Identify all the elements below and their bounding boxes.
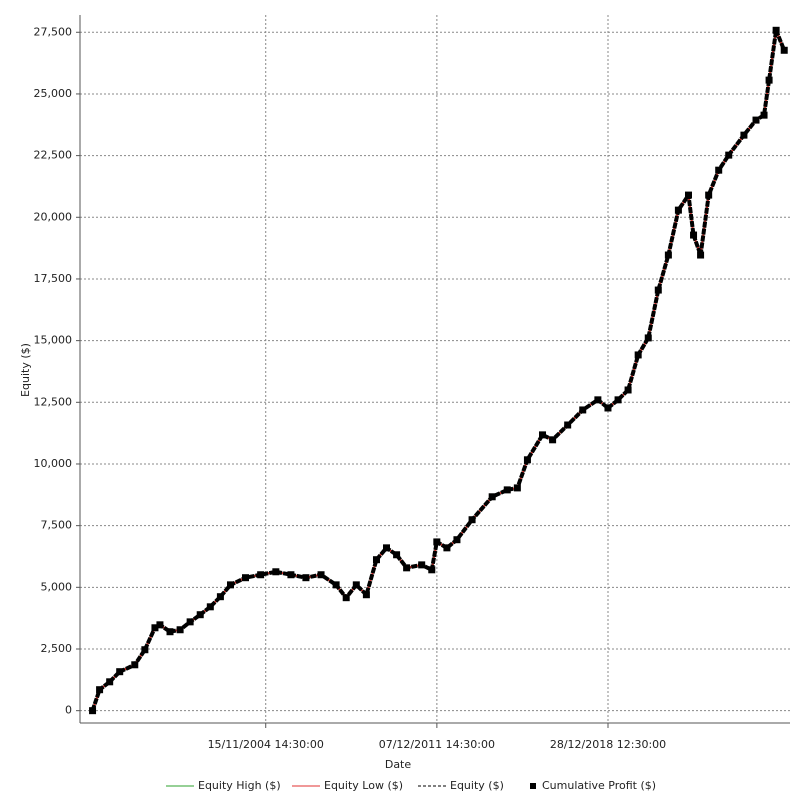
y-tick-label: 27,500 bbox=[34, 25, 73, 38]
marker bbox=[242, 574, 250, 582]
y-tick-label: 5,000 bbox=[41, 580, 73, 593]
marker bbox=[549, 436, 557, 444]
marker bbox=[772, 26, 780, 34]
marker bbox=[106, 678, 114, 686]
marker bbox=[604, 404, 612, 412]
marker bbox=[715, 166, 723, 174]
marker bbox=[116, 668, 124, 676]
marker bbox=[684, 191, 692, 199]
y-tick-label: 25,000 bbox=[34, 87, 73, 100]
marker bbox=[725, 151, 733, 159]
marker bbox=[453, 536, 461, 544]
y-tick-label: 2,500 bbox=[41, 642, 73, 655]
marker bbox=[644, 334, 652, 342]
y-tick-label: 12,500 bbox=[34, 395, 73, 408]
x-tick-label: 07/12/2011 14:30:00 bbox=[379, 738, 495, 751]
marker bbox=[418, 561, 426, 569]
marker bbox=[176, 626, 184, 634]
marker bbox=[765, 76, 773, 84]
marker bbox=[433, 538, 441, 546]
marker bbox=[624, 386, 632, 394]
y-axis-label: Equity ($) bbox=[19, 343, 32, 397]
marker bbox=[186, 618, 194, 626]
marker bbox=[352, 581, 360, 589]
marker bbox=[342, 594, 350, 602]
marker bbox=[488, 493, 496, 501]
marker bbox=[206, 603, 214, 611]
marker bbox=[705, 191, 713, 199]
marker bbox=[372, 556, 380, 564]
y-tick-label: 20,000 bbox=[34, 210, 73, 223]
marker bbox=[513, 484, 521, 492]
marker bbox=[443, 544, 451, 552]
marker bbox=[287, 571, 295, 579]
marker bbox=[403, 564, 411, 572]
series-line bbox=[91, 29, 786, 712]
marker bbox=[579, 406, 587, 414]
marker bbox=[468, 516, 476, 524]
marker bbox=[383, 544, 391, 552]
x-tick-label: 28/12/2018 12:30:00 bbox=[550, 738, 666, 751]
marker bbox=[780, 46, 788, 54]
marker bbox=[226, 581, 234, 589]
marker bbox=[272, 568, 280, 576]
x-tick-label: 15/11/2004 14:30:00 bbox=[208, 738, 324, 751]
marker bbox=[760, 111, 768, 119]
y-tick-label: 15,000 bbox=[34, 334, 73, 347]
legend-label: Equity Low ($) bbox=[324, 779, 403, 792]
marker bbox=[674, 206, 682, 214]
marker bbox=[332, 581, 340, 589]
marker bbox=[594, 396, 602, 404]
marker bbox=[740, 131, 748, 139]
marker bbox=[131, 661, 139, 669]
marker bbox=[151, 624, 159, 632]
x-axis-label: Date bbox=[385, 758, 412, 771]
y-tick-label: 10,000 bbox=[34, 457, 73, 470]
legend-label: Equity ($) bbox=[450, 779, 504, 792]
marker bbox=[523, 456, 531, 464]
marker bbox=[302, 574, 310, 582]
marker bbox=[156, 621, 164, 629]
legend-label: Cumulative Profit ($) bbox=[542, 779, 656, 792]
marker bbox=[89, 707, 97, 715]
marker bbox=[428, 566, 436, 574]
marker bbox=[141, 646, 149, 654]
marker bbox=[196, 611, 204, 619]
y-tick-label: 22,500 bbox=[34, 149, 73, 162]
marker bbox=[539, 431, 547, 439]
marker bbox=[257, 571, 265, 579]
marker bbox=[317, 571, 325, 579]
marker bbox=[690, 231, 698, 239]
marker bbox=[564, 421, 572, 429]
marker bbox=[752, 116, 760, 124]
legend-label: Equity High ($) bbox=[198, 779, 281, 792]
series-line bbox=[90, 28, 787, 712]
marker bbox=[216, 593, 224, 601]
marker bbox=[664, 251, 672, 259]
marker bbox=[393, 551, 401, 559]
y-tick-label: 7,500 bbox=[41, 519, 73, 532]
marker bbox=[503, 486, 511, 494]
legend-swatch bbox=[530, 783, 536, 789]
marker bbox=[96, 686, 104, 694]
marker bbox=[634, 351, 642, 359]
marker bbox=[654, 286, 662, 294]
marker bbox=[697, 251, 705, 259]
y-tick-label: 0 bbox=[65, 704, 72, 717]
marker bbox=[166, 628, 174, 636]
marker bbox=[362, 591, 370, 599]
series-line bbox=[91, 29, 786, 712]
marker bbox=[614, 396, 622, 404]
y-tick-label: 17,500 bbox=[34, 272, 73, 285]
